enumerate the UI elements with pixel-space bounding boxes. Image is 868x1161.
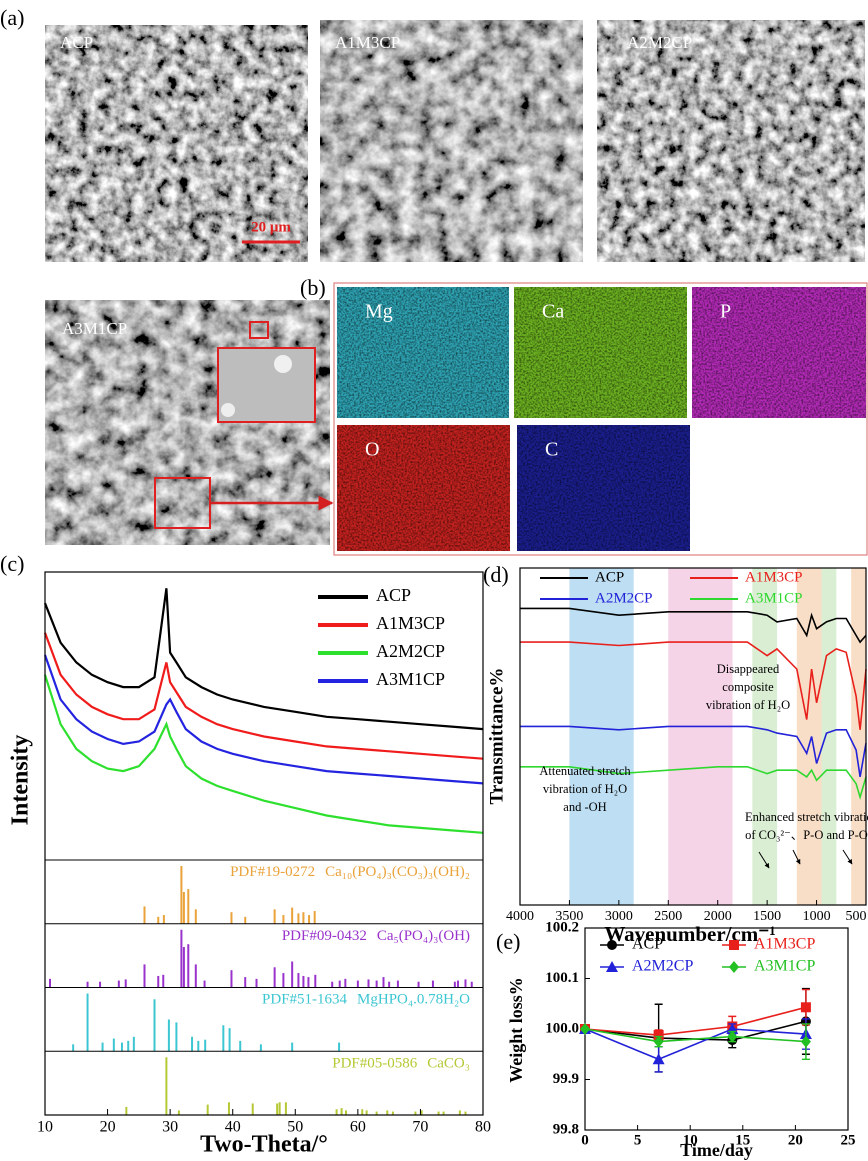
image-label: A1M3CP [335,33,400,52]
reference-label: PDF#05-0586 CaCO₃ [332,1056,470,1072]
legend-label: A2M2CP [376,641,445,661]
x-tick-label: 500 [846,909,867,924]
reference-label: PDF#19-0272 Ca₁₀(PO₄)₃(CO₃)₃(OH)₂ [230,864,470,880]
marker [801,1002,811,1012]
x-axis-label: Wavenumber/cm⁻¹ [604,922,775,946]
x-tick-label: 4000 [506,909,534,924]
sem-image [597,20,865,262]
marker [729,940,739,950]
x-tick-label: 20 [100,1119,116,1136]
x-tick-label: 0 [581,1132,589,1148]
marker [653,1053,665,1064]
band [569,568,633,905]
annotation: Disappeared [717,662,780,676]
y-tick-label: 100.2 [545,919,579,935]
legend-label: A2M2CP [632,958,693,975]
legend-label: A3M1CP [745,590,803,606]
panel-label: (e) [496,929,520,954]
x-tick-label: 60 [350,1119,366,1136]
annotation: Attenuated stretch [539,764,631,778]
x-tick-label: 25 [841,1132,856,1148]
band [797,568,822,905]
x-tick-label: 20 [788,1132,803,1148]
series-line [585,1007,806,1035]
marker [607,940,617,950]
legend-label: A3M1CP [754,958,815,975]
legend-label: A1M3CP [754,936,815,953]
scale-bar-label: 20 μm [251,219,291,235]
x-tick-label: 30 [162,1119,178,1136]
x-tick-label: 5 [634,1132,642,1148]
reference-card: PDF#51-1634 [262,992,348,1008]
y-tick-label: 99.8 [553,1121,579,1137]
reference-formula: CaCO₃ [427,1056,470,1072]
y-axis-label: Weight loss% [506,977,526,1083]
reference-label: PDF#51-1634 MgHPO₄.0.78H₂O [262,992,470,1008]
image-label: ACP [60,33,93,52]
x-axis-label: Two-Theta/° [200,1132,328,1158]
legend-label: ACP [376,585,411,605]
annotation: vibration of H₂O [543,782,627,796]
map-label: O [365,439,379,461]
pointer [843,850,852,864]
y-tick-label: 100.1 [545,970,579,986]
particle [274,355,292,373]
annotation: vibration of H₂O [706,698,790,712]
band [851,568,866,905]
annotation: of CO₃²⁻、P-O and P-O-P [745,828,868,842]
map-label: Ca [542,301,564,323]
annotation: composite [722,680,774,694]
reference-label: PDF#09-0432 Ca₅(PO₄)₃(OH) [282,928,470,944]
panel-label: (c) [0,551,24,576]
map-texture [514,287,687,418]
map-texture [337,425,510,551]
y-tick-label: 99.9 [553,1071,579,1087]
map-label: Mg [365,301,393,323]
panel-label: (d) [483,562,509,587]
annotation: Enhanced stretch vibration [745,810,868,824]
panel-label: (b) [300,275,326,300]
map-label: P [720,301,731,323]
reference-card: PDF#09-0432 [282,928,367,944]
x-tick-label: 1000 [803,909,831,924]
legend-label: A1M3CP [376,613,445,633]
y-tick-label: 100.0 [545,1020,579,1036]
legend-label: A3M1CP [376,669,445,689]
x-axis-label: Time/day [680,1140,753,1160]
map-texture [337,287,509,418]
y-axis-label: Intensity [8,735,34,826]
reference-formula: Ca₅(PO₄)₃(OH) [377,928,470,944]
x-tick-label: 70 [412,1119,428,1136]
legend-label: A1M3CP [745,569,803,585]
panel-label: (a) [0,5,24,30]
reference-card: PDF#19-0272 [230,864,315,880]
band [668,568,732,905]
legend-label: A2M2CP [595,590,653,606]
map-texture [517,425,690,551]
x-tick-label: 80 [475,1119,491,1136]
figure: (a) ACP A1M3CP A2M2CP A3M1CP 20 μm (b) Mg Ca P O C (… [0,0,868,1161]
legend-label: ACP [632,936,663,953]
reference-formula: MgHPO₄.0.78H₂O [357,992,470,1008]
sem-image [320,20,583,262]
image-label: A2M2CP [627,33,692,52]
legend-label: ACP [595,569,624,585]
x-tick-label: 10 [37,1119,53,1136]
annotation: and -OH [563,800,606,814]
particle [221,403,235,417]
reference-formula: Ca₁₀(PO₄)₃(CO₃)₃(OH)₂ [325,864,470,880]
marker [729,961,739,973]
reference-card: PDF#05-0586 [332,1056,418,1072]
y-axis-label: Transmittance% [486,668,507,805]
image-label: A3M1CP [62,319,127,338]
map-label: C [545,439,558,461]
map-texture [692,287,866,418]
